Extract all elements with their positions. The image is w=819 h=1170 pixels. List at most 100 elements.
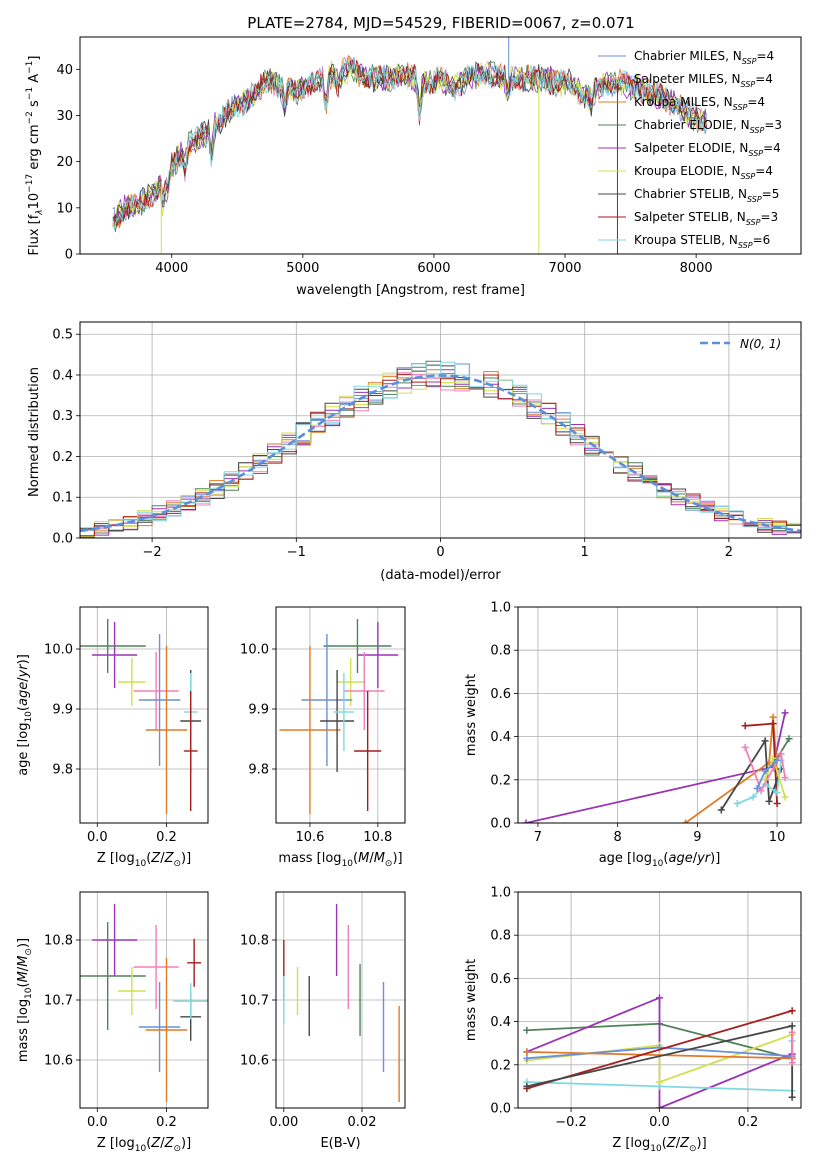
- x-tick-label: 10: [769, 830, 786, 845]
- y-tick-label: 0.4: [490, 1015, 511, 1030]
- x-tick-label: 10.6: [295, 830, 324, 845]
- legend-label: N(0, 1): [740, 337, 781, 351]
- series-line: [744, 747, 786, 793]
- x-axis-label: age [log10(age/yr)]: [599, 851, 721, 869]
- data-point: [773, 789, 781, 797]
- axes-frame: [79, 321, 802, 539]
- plot-area-age_vs_mass: [279, 619, 399, 814]
- axes-frame: [79, 606, 209, 824]
- legend-entry: Kroupa STELIB, NSSP=6: [598, 233, 770, 250]
- x-tick-label: 0.2: [738, 1115, 759, 1130]
- y-tick-label: 9.8: [52, 763, 73, 778]
- y-tick-label: 9.9: [52, 703, 73, 718]
- data-point: [777, 750, 785, 758]
- y-tick-label: 10.0: [240, 643, 269, 658]
- gaussian-curve: [80, 374, 801, 533]
- error-bar-point: [333, 673, 355, 751]
- y-tick-label: 10.6: [240, 1054, 269, 1069]
- axes-frame: [275, 891, 406, 1109]
- x-tick-label: 0.2: [156, 1115, 177, 1130]
- plot-area-mass_vs_ebv: [283, 904, 400, 1102]
- y-tick-label: 0.0: [52, 532, 73, 547]
- spectrum-line-salpeter_stelib: [112, 59, 707, 227]
- y-tick-label: 0.2: [490, 773, 511, 788]
- y-tick-label: 0.0: [490, 817, 511, 832]
- x-axis-label: Z [log10(Z/Z⊙)]: [97, 1136, 191, 1154]
- y-tick-label: 10.8: [44, 934, 73, 949]
- x-tick-label: −0.2: [555, 1115, 587, 1130]
- legend-label: Salpeter STELIB, NSSP=3: [634, 210, 778, 227]
- plot-area-mass_vs_Z: [80, 904, 208, 1102]
- x-axis-label: Z [log10(Z/Z⊙)]: [612, 1136, 706, 1154]
- x-tick-label: 9: [693, 830, 701, 845]
- legend-label: Chabrier STELIB, NSSP=5: [634, 187, 779, 204]
- legend-entry: Salpeter ELODIE, NSSP=4: [598, 141, 781, 158]
- y-tick-label: 1.0: [490, 601, 511, 616]
- axes-spectrum: 4000 5000 6000 7000 8000 0 10 20 30 40 wavelength …: [25, 36, 802, 298]
- plot-area-spectrum: [112, 37, 707, 254]
- plot-area-weight_vs_age: [522, 709, 793, 823]
- y-axis-label: age [log10(age/yr)]: [16, 654, 34, 776]
- x-tick-label: 6000: [417, 261, 450, 276]
- x-tick-label: 5000: [286, 261, 319, 276]
- data-point: [773, 756, 781, 764]
- legend-entry: Chabrier ELODIE, NSSP=3: [598, 118, 782, 135]
- legend-entry: Kroupa ELODIE, NSSP=4: [598, 164, 773, 181]
- legend-label: Chabrier MILES, NSSP=4: [634, 49, 774, 66]
- x-tick-label: −2: [143, 545, 162, 560]
- y-tick-label: 30: [56, 109, 73, 124]
- error-bar-point: [323, 619, 392, 673]
- axes-weight_vs_Z: −0.2 0.0 0.2 0.0 0.2 0.4 0.6 0.8 1.0 Z [log10(Z/Z…: [464, 886, 802, 1154]
- axes-frame: [79, 36, 802, 255]
- data-point: [785, 735, 793, 743]
- data-point: [656, 1082, 663, 1090]
- x-axis-label: Z [log10(Z/Z⊙)]: [97, 851, 191, 869]
- y-tick-label: 0.1: [52, 491, 73, 506]
- legend-label: Kroupa ELODIE, NSSP=4: [634, 164, 773, 181]
- plot-area-weight_vs_Z: [523, 994, 796, 1108]
- data-point: [757, 787, 765, 795]
- spectrum-line-kroupa_stelib: [112, 57, 707, 230]
- data-point: [749, 793, 757, 801]
- data-point: [788, 1059, 796, 1067]
- y-tick-label: 0: [65, 248, 73, 263]
- y-tick-label: 0.3: [52, 409, 73, 424]
- x-tick-label: 0: [436, 545, 444, 560]
- error-bar-point: [354, 691, 382, 811]
- axes-frame: [517, 891, 802, 1109]
- error-bar-point: [92, 904, 138, 976]
- axes-residuals: −2 −1 0 1 2 0.0 0.1 0.2 0.3 0.4 0.5 (data-model)/er…: [27, 321, 802, 583]
- y-tick-label: 10.0: [44, 643, 73, 658]
- y-tick-label: 10.7: [44, 994, 73, 1009]
- data-point: [781, 793, 789, 801]
- y-tick-label: 9.9: [248, 703, 269, 718]
- x-tick-label: 0.2: [156, 830, 177, 845]
- error-bar-point: [173, 983, 208, 1020]
- spectrum-line-chabrier_stelib: [112, 59, 707, 223]
- legend-label: Salpeter MILES, NSSP=4: [634, 72, 773, 89]
- x-tick-label: −1: [287, 545, 306, 560]
- y-tick-label: 0.4: [52, 368, 73, 383]
- y-tick-label: 20: [56, 155, 73, 170]
- y-tick-label: 40: [56, 63, 73, 78]
- axes-frame: [275, 606, 406, 824]
- y-tick-label: 0.6: [490, 972, 511, 987]
- error-bar-point: [279, 646, 341, 814]
- x-tick-label: 0.02: [348, 1115, 377, 1130]
- axes-age_vs_Z: 0.0 0.2 9.8 9.9 10.0 Z [log10(Z/Z⊙)] age [log1…: [16, 606, 209, 869]
- data-point: [681, 819, 689, 823]
- y-tick-label: 0.5: [52, 328, 73, 343]
- data-point: [781, 774, 789, 782]
- data-point: [523, 1082, 531, 1090]
- axes-mass_vs_ebv: 0.00 0.02 10.6 10.7 10.8 E(B-V): [240, 891, 406, 1151]
- error-bar-point: [118, 658, 146, 706]
- histogram-kroupa_stelib: [80, 361, 801, 538]
- error-bar-point: [145, 646, 188, 814]
- x-tick-label: 7000: [548, 261, 581, 276]
- legend-label: Kroupa STELIB, NSSP=6: [634, 233, 770, 250]
- error-bar-point: [337, 658, 365, 706]
- x-tick-label: 0.00: [269, 1115, 298, 1130]
- data-point: [753, 784, 761, 792]
- x-axis-label: (data-model)/error: [380, 568, 501, 583]
